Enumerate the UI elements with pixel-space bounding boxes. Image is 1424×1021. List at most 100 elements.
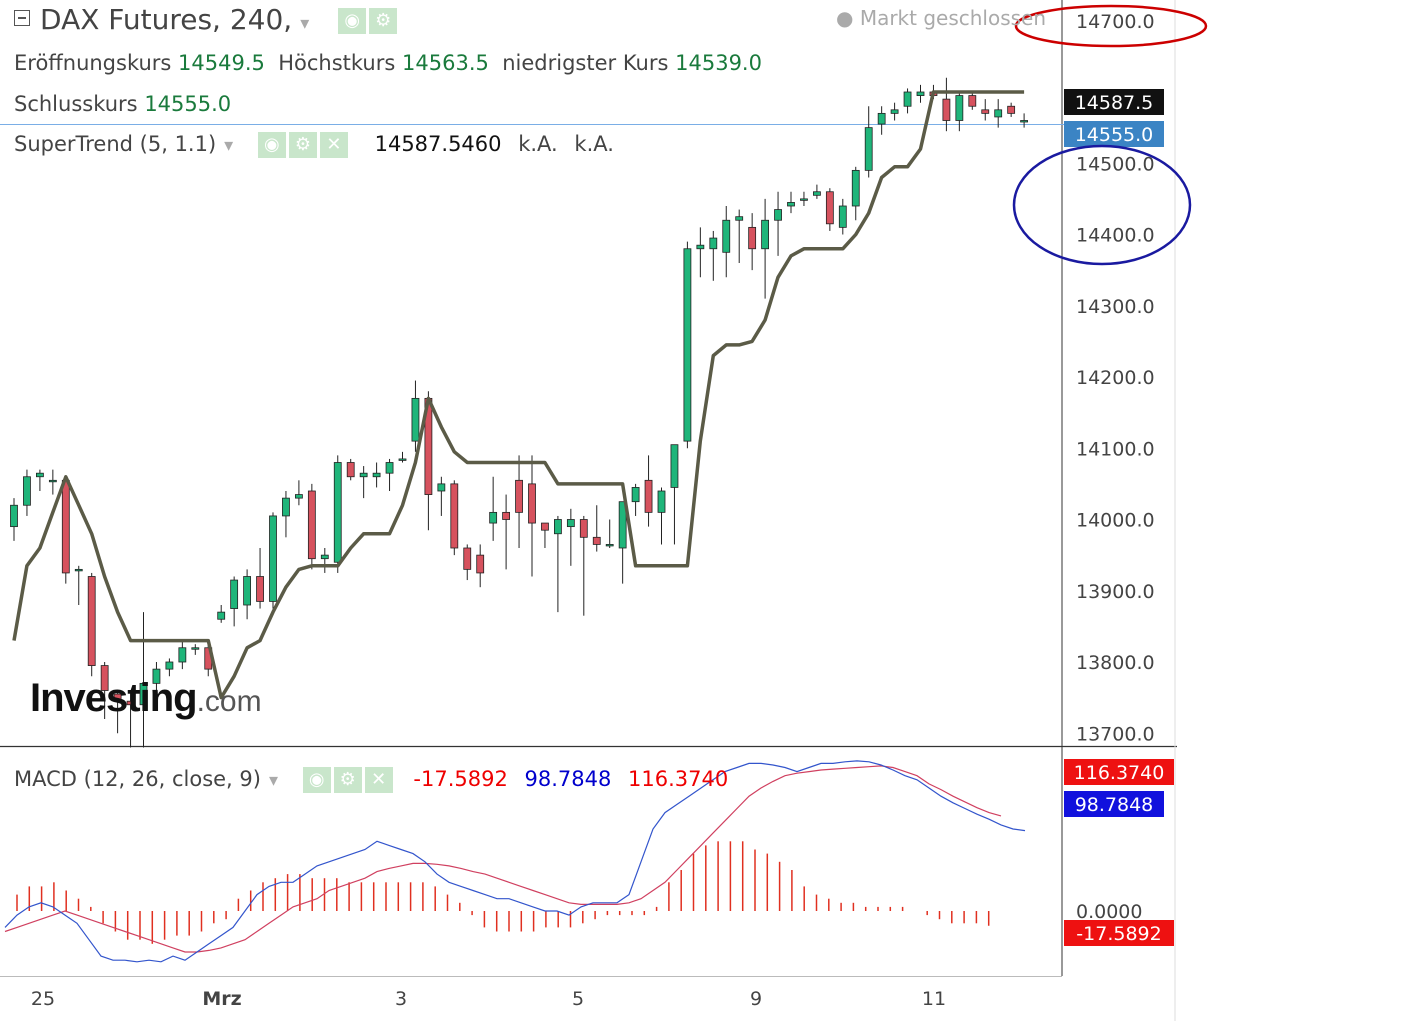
- x-tick-label: 5: [572, 988, 584, 1010]
- candle-body: [566, 519, 575, 528]
- candle-body: [981, 109, 990, 114]
- x-tick-label: 9: [750, 988, 762, 1010]
- candle-body: [113, 693, 122, 702]
- candle-body: [554, 519, 562, 535]
- macd-legend: MACD (12, 26, close, 9) ▾ ◉ ⚙ ✕ -17.5892 98…: [14, 767, 728, 793]
- supertrend-line: [12, 90, 1025, 700]
- candle-body: [333, 462, 342, 563]
- candle-body: [670, 444, 679, 488]
- x-tick-label: 3: [395, 988, 407, 1010]
- candle-body: [282, 497, 290, 517]
- candle-body: [398, 458, 407, 461]
- signal-price-tag: 116.3740: [1074, 762, 1165, 784]
- x-tick-label: Mrz: [202, 988, 241, 1010]
- macd-signal-value: 116.3740: [628, 767, 729, 791]
- chevron-down-icon[interactable]: ▾: [300, 13, 310, 34]
- candle-body: [320, 554, 329, 560]
- macd-label[interactable]: MACD (12, 26, close, 9): [14, 767, 261, 791]
- macd-price-tag: 98.7848: [1075, 794, 1154, 816]
- eye-icon[interactable]: ◉: [338, 8, 367, 34]
- candle-body: [528, 483, 536, 524]
- gear-icon[interactable]: ⚙: [333, 767, 362, 793]
- chevron-down-icon[interactable]: ▾: [224, 135, 234, 156]
- candle-body: [903, 91, 912, 107]
- last-price-tag: 14555.0: [1075, 124, 1154, 146]
- signal-price-tag-bg: [1064, 759, 1174, 785]
- candle-body: [139, 682, 148, 706]
- candle-body: [813, 191, 821, 196]
- open-value: 14549.5: [178, 51, 265, 75]
- y-tick-label: 14000.0: [1076, 510, 1155, 532]
- red-circle-annotation: [1014, 4, 1208, 48]
- candle-body: [23, 476, 31, 506]
- candle-body: [256, 576, 264, 602]
- close-icon[interactable]: ✕: [364, 767, 393, 793]
- candle-body: [61, 479, 70, 574]
- close-value: 14555.0: [144, 92, 232, 116]
- supertrend-label[interactable]: SuperTrend (5, 1.1): [14, 132, 217, 156]
- candle-body: [916, 91, 925, 96]
- candle-body: [36, 472, 44, 478]
- macd-hist-value: -17.5892: [413, 767, 508, 791]
- eye-icon[interactable]: ◉: [302, 767, 331, 793]
- ohlc-readout: Eröffnungskurs 14549.5 Höchstkurs 14563.…: [14, 51, 762, 75]
- candle-body: [877, 112, 886, 125]
- candle-body: [735, 216, 744, 221]
- candle-body: [787, 202, 795, 207]
- candle-body: [657, 490, 666, 513]
- y-tick-label: 14400.0: [1076, 225, 1155, 247]
- candle-body: [217, 611, 226, 620]
- y-tick-label: 14300.0: [1076, 296, 1155, 318]
- candle-body: [579, 519, 588, 538]
- close-icon[interactable]: ✕: [319, 132, 348, 158]
- candle-body: [644, 479, 653, 513]
- candle-body: [411, 397, 420, 442]
- low-value: 14539.0: [675, 51, 762, 75]
- candle-body: [774, 209, 782, 221]
- candle-body: [165, 661, 174, 670]
- low-label: niedrigster Kurs: [502, 51, 669, 75]
- candle-body: [294, 494, 303, 499]
- symbol-label[interactable]: DAX Futures, 240,: [40, 3, 293, 36]
- x-tick-label: 11: [922, 988, 946, 1010]
- high-price-tag: 14587.5: [1075, 92, 1154, 114]
- gear-icon[interactable]: ⚙: [369, 8, 398, 34]
- chart-title: DAX Futures, 240, ▾ ◉ ⚙: [14, 3, 398, 36]
- candle-body: [230, 579, 239, 609]
- candle-body: [359, 472, 368, 478]
- gear-icon[interactable]: ⚙: [288, 132, 317, 158]
- candle-body: [307, 490, 316, 560]
- candle-body: [489, 511, 498, 524]
- candle-body: [968, 95, 977, 107]
- candle-body: [10, 504, 18, 528]
- candle-body: [955, 95, 964, 121]
- candle-body: [385, 462, 394, 474]
- candle-body: [696, 244, 705, 250]
- candle-body: [463, 547, 472, 570]
- investing-logo: Investing.com: [30, 676, 262, 720]
- candle-body: [515, 479, 523, 513]
- candle-body: [800, 198, 808, 201]
- collapse-icon[interactable]: [14, 10, 30, 26]
- last-price-tag-bg: [1064, 121, 1164, 147]
- candle-body: [631, 487, 640, 503]
- candle-body: [825, 191, 834, 225]
- candle-body: [100, 665, 109, 691]
- macd-zero-tick: 0.0000: [1076, 901, 1142, 923]
- candle-body: [191, 647, 200, 650]
- candle-body: [1020, 120, 1028, 123]
- supertrend-legend: SuperTrend (5, 1.1) ▾ ◉ ⚙ ✕ 14587.5460 k.A.…: [14, 132, 614, 158]
- candle-body: [152, 668, 161, 684]
- eye-icon[interactable]: ◉: [257, 132, 286, 158]
- candle-body: [541, 522, 549, 531]
- candle-body: [618, 501, 627, 549]
- candle-body: [476, 554, 485, 574]
- candle-body: [942, 98, 951, 121]
- x-tick-label: 25: [31, 988, 55, 1010]
- high-price-tag-bg: [1064, 89, 1164, 115]
- candle-body: [126, 700, 135, 706]
- candle-body: [87, 576, 96, 666]
- chevron-down-icon[interactable]: ▾: [268, 770, 279, 791]
- candle-body: [683, 248, 692, 442]
